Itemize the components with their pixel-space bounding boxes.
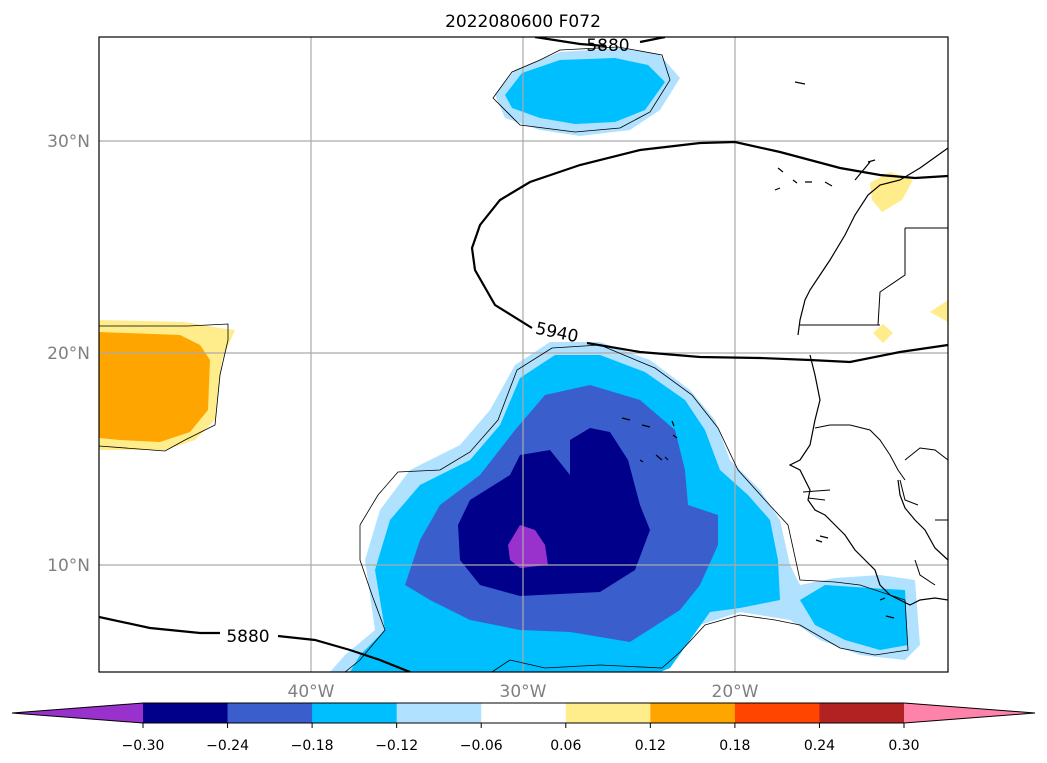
- longitude-labels: 40°W 30°W 20°W: [288, 682, 759, 702]
- anomaly-blob-south-l4: [458, 428, 650, 596]
- country-borders: [800, 227, 948, 586]
- colorbar-bin: [734, 703, 820, 723]
- colorbar-bin: [227, 703, 313, 723]
- colorbar-tick-label: 0.18: [719, 738, 750, 754]
- colorbar-bin: [650, 703, 736, 723]
- anomaly-blob-west-inner: [99, 332, 210, 442]
- map-panel: 5880 5940 5880: [98, 36, 949, 673]
- colorbar-tick-label: −0.06: [460, 738, 503, 754]
- colorbar-bin: [312, 703, 398, 723]
- colorbar-tick-label: 0.06: [550, 738, 581, 754]
- colorbar-bin: [565, 703, 651, 723]
- colorbar-extend-low: [12, 703, 143, 723]
- anomaly-blob-north-inner: [505, 58, 665, 124]
- lat-label-30n: 30°N: [47, 132, 90, 152]
- colorbar-tick-label: −0.18: [291, 738, 334, 754]
- anomaly-patch-sahara: [873, 324, 893, 343]
- figure-title: 2022080600 F072: [445, 12, 601, 32]
- anomaly-patch-east-edge: [930, 300, 948, 322]
- contour-label-5880-south: 5880: [226, 627, 269, 647]
- colorbar-tick-label: 0.24: [804, 738, 835, 754]
- map-frame: [98, 36, 949, 673]
- coastlines: [621, 81, 948, 619]
- contour-label-5880-north: 5880: [586, 36, 629, 56]
- height-contours: [99, 37, 948, 672]
- colorbar-tick-label: −0.24: [206, 738, 249, 754]
- colorbar-bin: [819, 703, 905, 723]
- lon-label-30w: 30°W: [500, 682, 547, 702]
- lon-label-40w: 40°W: [288, 682, 335, 702]
- lat-label-20n: 20°N: [47, 344, 90, 364]
- anomaly-fill: [99, 48, 948, 672]
- lat-label-10n: 10°N: [47, 556, 90, 576]
- colorbar-tick-label: 0.12: [635, 738, 666, 754]
- latitude-labels: 30°N 20°N 10°N: [47, 132, 90, 576]
- colorbar-tick-label: −0.30: [122, 738, 165, 754]
- anomaly-patch-morocco: [870, 172, 913, 212]
- colorbar-bin: [481, 703, 567, 723]
- colorbar-extend-high: [904, 703, 1035, 723]
- colorbar-tick-label: 0.30: [888, 738, 919, 754]
- anomaly-blob-south-l5: [508, 525, 548, 568]
- colorbar-tick-label: −0.12: [375, 738, 418, 754]
- colorbar-bin: [143, 703, 229, 723]
- colorbar-bin: [396, 703, 482, 723]
- colorbar: −0.30 −0.24 −0.18 −0.12 −0.06 0.06 0.12 0.18 0.2…: [11, 702, 1036, 754]
- anomaly-blob-south-l2-east: [800, 585, 908, 650]
- lon-label-20w: 20°W: [712, 682, 759, 702]
- anomaly-outline-contours: [99, 46, 909, 672]
